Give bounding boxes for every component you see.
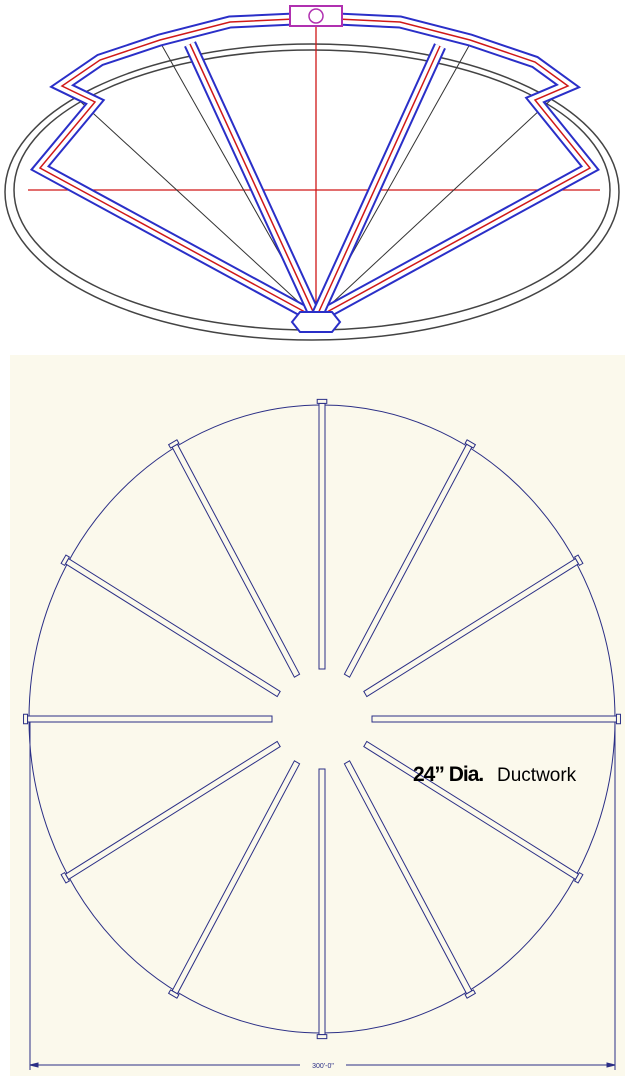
duct-end-cap [317, 1035, 327, 1039]
duct-hub [292, 312, 340, 332]
duct-size: 24” Dia. [413, 763, 483, 786]
duct-label: Ductwork [497, 765, 577, 786]
duct-end-cap [24, 714, 28, 724]
duct-end-cap [317, 399, 327, 403]
duct-outline [40, 18, 590, 318]
plan-duct [319, 403, 325, 669]
drawing-sheet: 300'-0" 24” Dia. Ductwork [0, 0, 625, 1076]
plan-duct [28, 716, 272, 722]
duct-inner [40, 18, 590, 318]
duct-centerline [40, 18, 590, 318]
plan-duct [372, 716, 616, 722]
dimension-label: 300'-0" [312, 1063, 334, 1070]
perspective-view [5, 6, 619, 340]
plan-duct [319, 769, 325, 1035]
duct-end-cap [616, 714, 620, 724]
page: {"callout": {"size": "24” Dia.", "label"… [0, 0, 625, 1076]
